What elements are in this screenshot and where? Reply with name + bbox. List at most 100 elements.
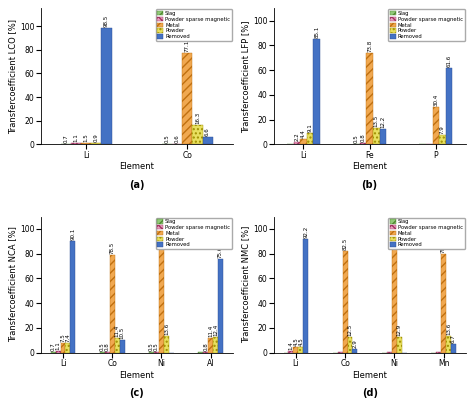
Bar xyxy=(300,139,307,144)
Y-axis label: Transfercoefficient LFP [%]: Transfercoefficient LFP [%] xyxy=(241,20,250,133)
Text: 13.6: 13.6 xyxy=(164,322,169,335)
Text: 78.5: 78.5 xyxy=(110,242,115,255)
Bar xyxy=(100,352,105,353)
Bar xyxy=(307,133,313,144)
Bar xyxy=(298,347,303,353)
Bar xyxy=(81,143,91,144)
Bar xyxy=(313,39,320,144)
Text: 0.5: 0.5 xyxy=(154,342,159,351)
Text: 2.9: 2.9 xyxy=(352,339,357,348)
Bar xyxy=(433,107,439,144)
Legend: Slag, Powder sparse magnetic, Metal, Powder, Removed: Slag, Powder sparse magnetic, Metal, Pow… xyxy=(155,217,232,249)
Text: (c): (c) xyxy=(129,388,144,398)
Bar xyxy=(343,251,347,353)
Bar xyxy=(441,254,446,353)
Text: 0.8: 0.8 xyxy=(361,134,365,142)
Bar xyxy=(61,343,65,353)
Bar xyxy=(55,351,61,353)
Text: 1.4: 1.4 xyxy=(288,341,293,350)
Bar xyxy=(208,339,213,353)
Text: 13.5: 13.5 xyxy=(374,114,379,127)
Bar xyxy=(289,351,293,353)
Text: 7.5: 7.5 xyxy=(61,333,65,342)
Bar xyxy=(51,352,55,353)
Text: 4.5: 4.5 xyxy=(293,337,298,346)
Bar xyxy=(218,259,223,353)
Text: 79.7: 79.7 xyxy=(441,241,446,253)
Bar xyxy=(380,129,386,144)
Text: 0.7: 0.7 xyxy=(64,134,69,143)
Text: 92.2: 92.2 xyxy=(303,225,308,237)
Bar xyxy=(65,344,71,353)
Text: 4.4: 4.4 xyxy=(301,129,306,138)
Text: 0.5: 0.5 xyxy=(149,342,154,351)
Text: 93.1: 93.1 xyxy=(159,224,164,236)
Text: 13.6: 13.6 xyxy=(446,322,451,335)
Text: 1.5: 1.5 xyxy=(84,133,89,142)
Bar xyxy=(164,336,169,353)
Bar xyxy=(303,239,308,353)
Bar xyxy=(293,347,298,353)
Bar xyxy=(451,344,456,353)
Bar xyxy=(71,143,81,144)
Text: 0.6: 0.6 xyxy=(175,134,180,143)
Bar xyxy=(397,337,401,353)
Bar xyxy=(71,241,75,353)
Text: 7.9: 7.9 xyxy=(440,125,445,133)
Bar xyxy=(91,143,101,144)
Bar xyxy=(192,125,202,144)
Text: 1.1: 1.1 xyxy=(55,341,61,350)
Y-axis label: Transfercoefficient NMC [%]: Transfercoefficient NMC [%] xyxy=(241,226,250,343)
Text: 10.5: 10.5 xyxy=(119,326,125,339)
Text: 12.9: 12.9 xyxy=(397,324,401,336)
Legend: Slag, Powder sparse magnetic, Metal, Powder, Removed: Slag, Powder sparse magnetic, Metal, Pow… xyxy=(388,9,465,41)
Text: 0.9: 0.9 xyxy=(94,133,99,142)
Text: 89.5: 89.5 xyxy=(392,228,397,241)
Bar xyxy=(213,337,218,353)
Text: 0.8: 0.8 xyxy=(203,342,208,350)
Bar xyxy=(439,135,446,144)
Text: 11.4: 11.4 xyxy=(208,325,213,337)
Text: 6.7: 6.7 xyxy=(451,335,456,343)
Text: 0.5: 0.5 xyxy=(100,342,105,351)
Bar xyxy=(149,352,154,353)
Bar xyxy=(347,337,353,353)
Text: 0.8: 0.8 xyxy=(105,342,110,350)
Text: 90.1: 90.1 xyxy=(70,228,75,240)
Text: 11.4: 11.4 xyxy=(115,325,119,337)
Bar xyxy=(119,339,125,353)
Bar xyxy=(115,339,119,353)
Text: 73.8: 73.8 xyxy=(367,40,372,52)
Text: 6.6: 6.6 xyxy=(205,127,210,135)
Bar xyxy=(293,142,300,144)
X-axis label: Element: Element xyxy=(352,370,387,379)
Bar xyxy=(101,28,111,144)
Bar xyxy=(373,128,380,144)
Y-axis label: Transfercoefficient LCO [%]: Transfercoefficient LCO [%] xyxy=(9,19,18,134)
Text: (b): (b) xyxy=(362,180,378,190)
Text: 12.5: 12.5 xyxy=(347,324,353,336)
Text: 4.5: 4.5 xyxy=(298,337,303,346)
Text: 12.4: 12.4 xyxy=(213,324,218,336)
Text: 0.5: 0.5 xyxy=(164,134,170,143)
X-axis label: Element: Element xyxy=(352,162,387,171)
Text: 12.2: 12.2 xyxy=(381,116,385,128)
Text: 75.6: 75.6 xyxy=(218,246,223,258)
Legend: Slag, Powder sparse magnetic, Metal, Powder, Removed: Slag, Powder sparse magnetic, Metal, Pow… xyxy=(155,9,232,41)
X-axis label: Element: Element xyxy=(119,162,154,171)
Bar xyxy=(182,53,192,144)
Bar xyxy=(105,352,110,353)
Bar xyxy=(159,237,164,353)
Y-axis label: Transfercoefficient NCA [%]: Transfercoefficient NCA [%] xyxy=(9,226,18,342)
Text: 7.4: 7.4 xyxy=(65,334,71,342)
Text: (a): (a) xyxy=(129,180,145,190)
Bar xyxy=(366,53,373,144)
Legend: Slag, Powder sparse magnetic, Metal, Powder, Removed: Slag, Powder sparse magnetic, Metal, Pow… xyxy=(388,217,465,249)
Bar xyxy=(392,242,397,353)
Text: 82.5: 82.5 xyxy=(343,237,347,250)
Text: 61.6: 61.6 xyxy=(447,55,452,67)
Text: 0.5: 0.5 xyxy=(354,134,359,143)
Bar xyxy=(110,255,115,353)
Text: 0.7: 0.7 xyxy=(51,342,55,351)
Text: 77.1: 77.1 xyxy=(185,40,190,52)
